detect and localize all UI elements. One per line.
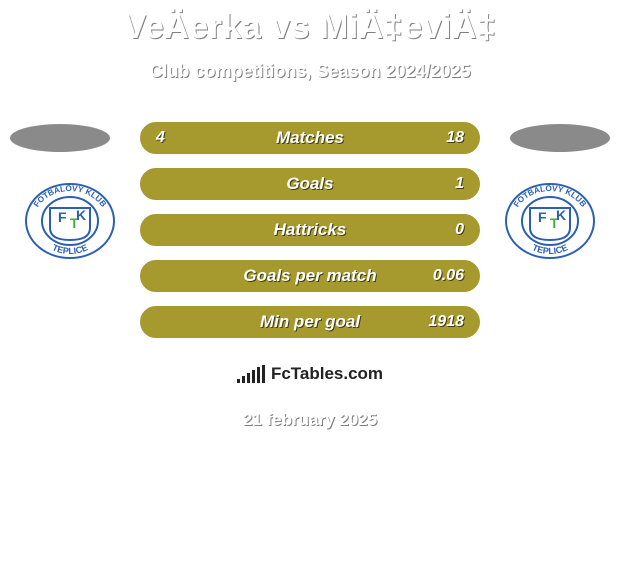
branding-bar xyxy=(242,376,245,383)
player-right-ellipse xyxy=(510,124,610,152)
svg-text:F: F xyxy=(538,209,547,225)
svg-text:K: K xyxy=(556,207,566,223)
page-subtitle: Club competitions, Season 2024/2025 xyxy=(0,61,620,82)
branding-bar xyxy=(257,367,260,383)
stat-value-right: 1 xyxy=(455,170,464,198)
stat-value-right: 18 xyxy=(446,124,464,152)
branding-bars-icon xyxy=(237,365,265,383)
svg-text:K: K xyxy=(76,207,86,223)
branding-box: FcTables.com xyxy=(202,354,418,394)
stat-label: Goals per match xyxy=(142,262,478,290)
stat-pill: Goals per match0.06 xyxy=(140,260,480,292)
stat-label: Goals xyxy=(142,170,478,198)
stat-value-right: 1918 xyxy=(428,308,464,336)
stat-pill: Min per goal1918 xyxy=(140,306,480,338)
page-title: VeÄerka vs MiÄ‡eviÄ‡ xyxy=(0,0,620,47)
club-badge-left: FOTBALOVÝ KLUB TEPLICE F T K xyxy=(20,178,120,264)
stat-value-right: 0.06 xyxy=(433,262,464,290)
stat-label: Hattricks xyxy=(142,216,478,244)
player-left-ellipse xyxy=(10,124,110,152)
branding-bar xyxy=(252,370,255,383)
stat-value-right: 0 xyxy=(455,216,464,244)
comparison-card: VeÄerka vs MiÄ‡eviÄ‡ Club competitions, … xyxy=(0,0,620,580)
stat-label: Matches xyxy=(142,124,478,152)
branding-bar xyxy=(262,365,265,383)
stat-pill: 4Matches18 xyxy=(140,122,480,154)
branding-bar xyxy=(237,379,240,383)
stat-pill: Goals1 xyxy=(140,168,480,200)
club-badge-right: FOTBALOVÝ KLUB TEPLICE F T K xyxy=(500,178,600,264)
generated-date: 21 february 2025 xyxy=(0,410,620,430)
svg-text:F: F xyxy=(58,209,67,225)
branding-bar xyxy=(247,373,250,383)
stats-container: 4Matches18 Goals1 Hattricks0 Goals per matc… xyxy=(140,122,480,352)
stat-pill: Hattricks0 xyxy=(140,214,480,246)
branding-text: FcTables.com xyxy=(271,364,383,384)
